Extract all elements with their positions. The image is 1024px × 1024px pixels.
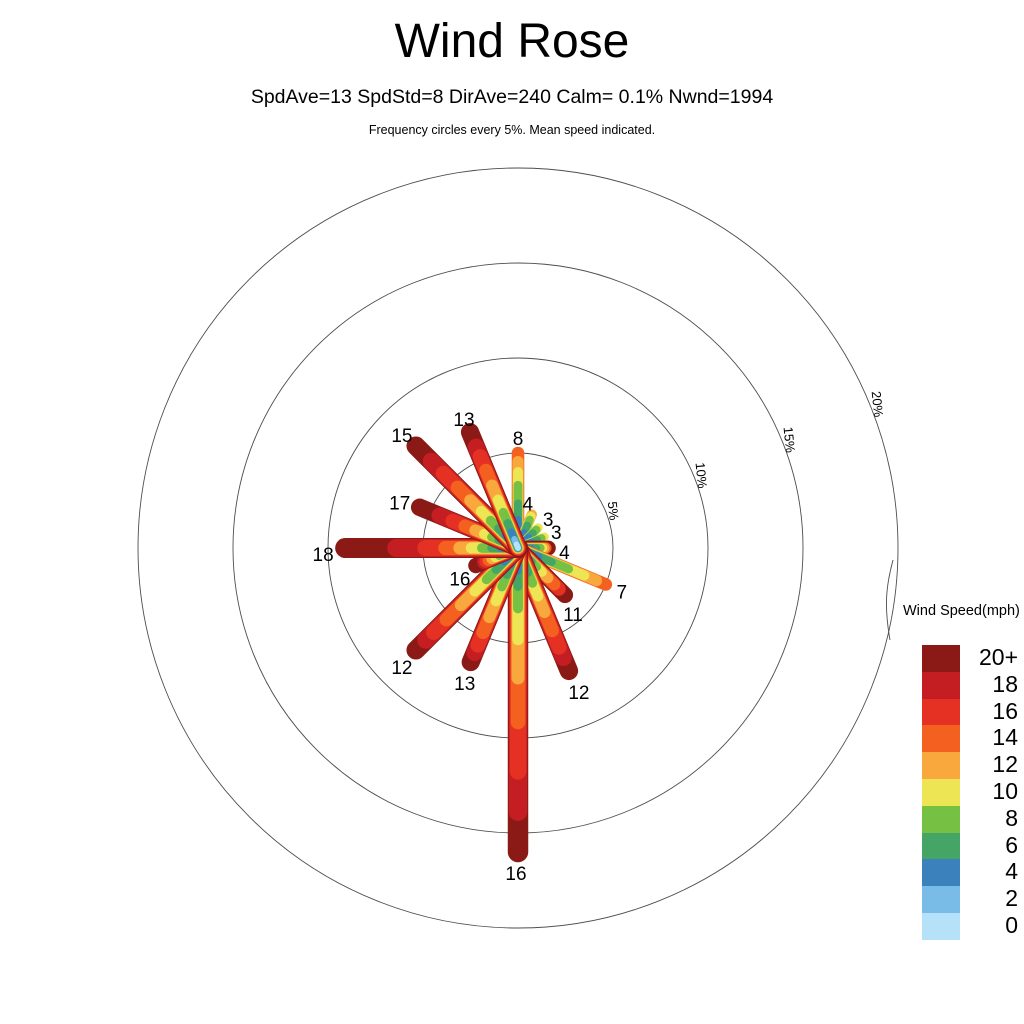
legend-leader-arc — [885, 559, 894, 641]
radial-tick-labels: 5% 10% 15% 20% — [605, 390, 887, 521]
legend-label-6: 6 — [1005, 831, 1018, 858]
legend-swatch-18[interactable] — [922, 671, 960, 700]
petal-label-S: 16 — [505, 864, 526, 885]
petal-label-NW: 15 — [391, 426, 412, 447]
petal-label-E: 4 — [559, 543, 570, 564]
legend-color-scale: 20+ 18 16 14 12 10 8 6 4 2 0 — [922, 644, 1022, 941]
legend-swatch-6[interactable] — [922, 832, 960, 860]
petal-label-N: 8 — [513, 429, 524, 450]
legend-swatch-12[interactable] — [922, 752, 960, 780]
petal-label-WSW: 16 — [449, 570, 470, 591]
legend-label-0: 0 — [1005, 912, 1018, 938]
legend-label-12: 12 — [992, 751, 1018, 778]
legend-label-4: 4 — [1005, 858, 1018, 885]
petal-label-NE: 3 — [543, 510, 554, 531]
petal-label-ENE: 3 — [551, 523, 562, 544]
petal-label-ESE: 7 — [617, 582, 628, 603]
svg-text:15%: 15% — [781, 426, 799, 454]
wind-petals — [335, 423, 613, 863]
petal-label-NNE: 4 — [523, 495, 534, 516]
legend-swatch-8[interactable] — [922, 805, 960, 834]
radial-tick-label-15: 15% — [781, 426, 799, 454]
petal-label-SSE: 12 — [568, 683, 589, 704]
legend-swatch-0[interactable] — [922, 913, 960, 941]
petal-label-WNW: 17 — [389, 493, 410, 514]
page-title: Wind Rose — [394, 15, 630, 68]
legend-label-16: 16 — [992, 697, 1018, 724]
petal-label-SSW: 13 — [454, 674, 475, 695]
petal-label-SW: 12 — [391, 658, 412, 679]
petal-segment-NNW-0 — [513, 541, 521, 551]
legend-label-8: 8 — [1005, 804, 1018, 831]
radial-tick-label-5: 5% — [605, 501, 622, 522]
petal-label-SE: 11 — [563, 605, 583, 626]
legend-label-20+: 20+ — [978, 644, 1018, 670]
petal-label-NNW: 13 — [453, 410, 474, 431]
chart-note: Frequency circles every 5%. Mean speed i… — [368, 123, 656, 137]
legend-label-14: 14 — [992, 724, 1018, 751]
svg-text:20%: 20% — [869, 390, 887, 418]
legend-label-18: 18 — [992, 670, 1018, 697]
legend-swatch-4[interactable] — [922, 859, 960, 887]
legend-swatch-14[interactable] — [922, 725, 960, 753]
legend-leader-line — [885, 559, 894, 641]
legend-label-2: 2 — [1005, 885, 1018, 912]
petal-label-W: 18 — [313, 545, 334, 566]
legend-swatch-2[interactable] — [922, 886, 960, 914]
legend-swatch-16[interactable] — [922, 698, 960, 726]
chart-statistics-line: SpdAve=13 SpdStd=8 DirAve=240 Calm= 0.1%… — [250, 86, 774, 108]
legend-swatch-20+[interactable] — [922, 645, 960, 673]
grid-circle-20pct — [137, 167, 899, 929]
svg-text:5%: 5% — [605, 501, 622, 522]
legend-swatch-10[interactable] — [922, 779, 960, 807]
legend-title: Wind Speed(mph) — [903, 603, 1020, 619]
svg-text:10%: 10% — [692, 462, 710, 490]
legend-label-10: 10 — [992, 778, 1018, 804]
radial-tick-label-10: 10% — [692, 462, 710, 490]
radial-tick-label-20: 20% — [869, 390, 887, 418]
